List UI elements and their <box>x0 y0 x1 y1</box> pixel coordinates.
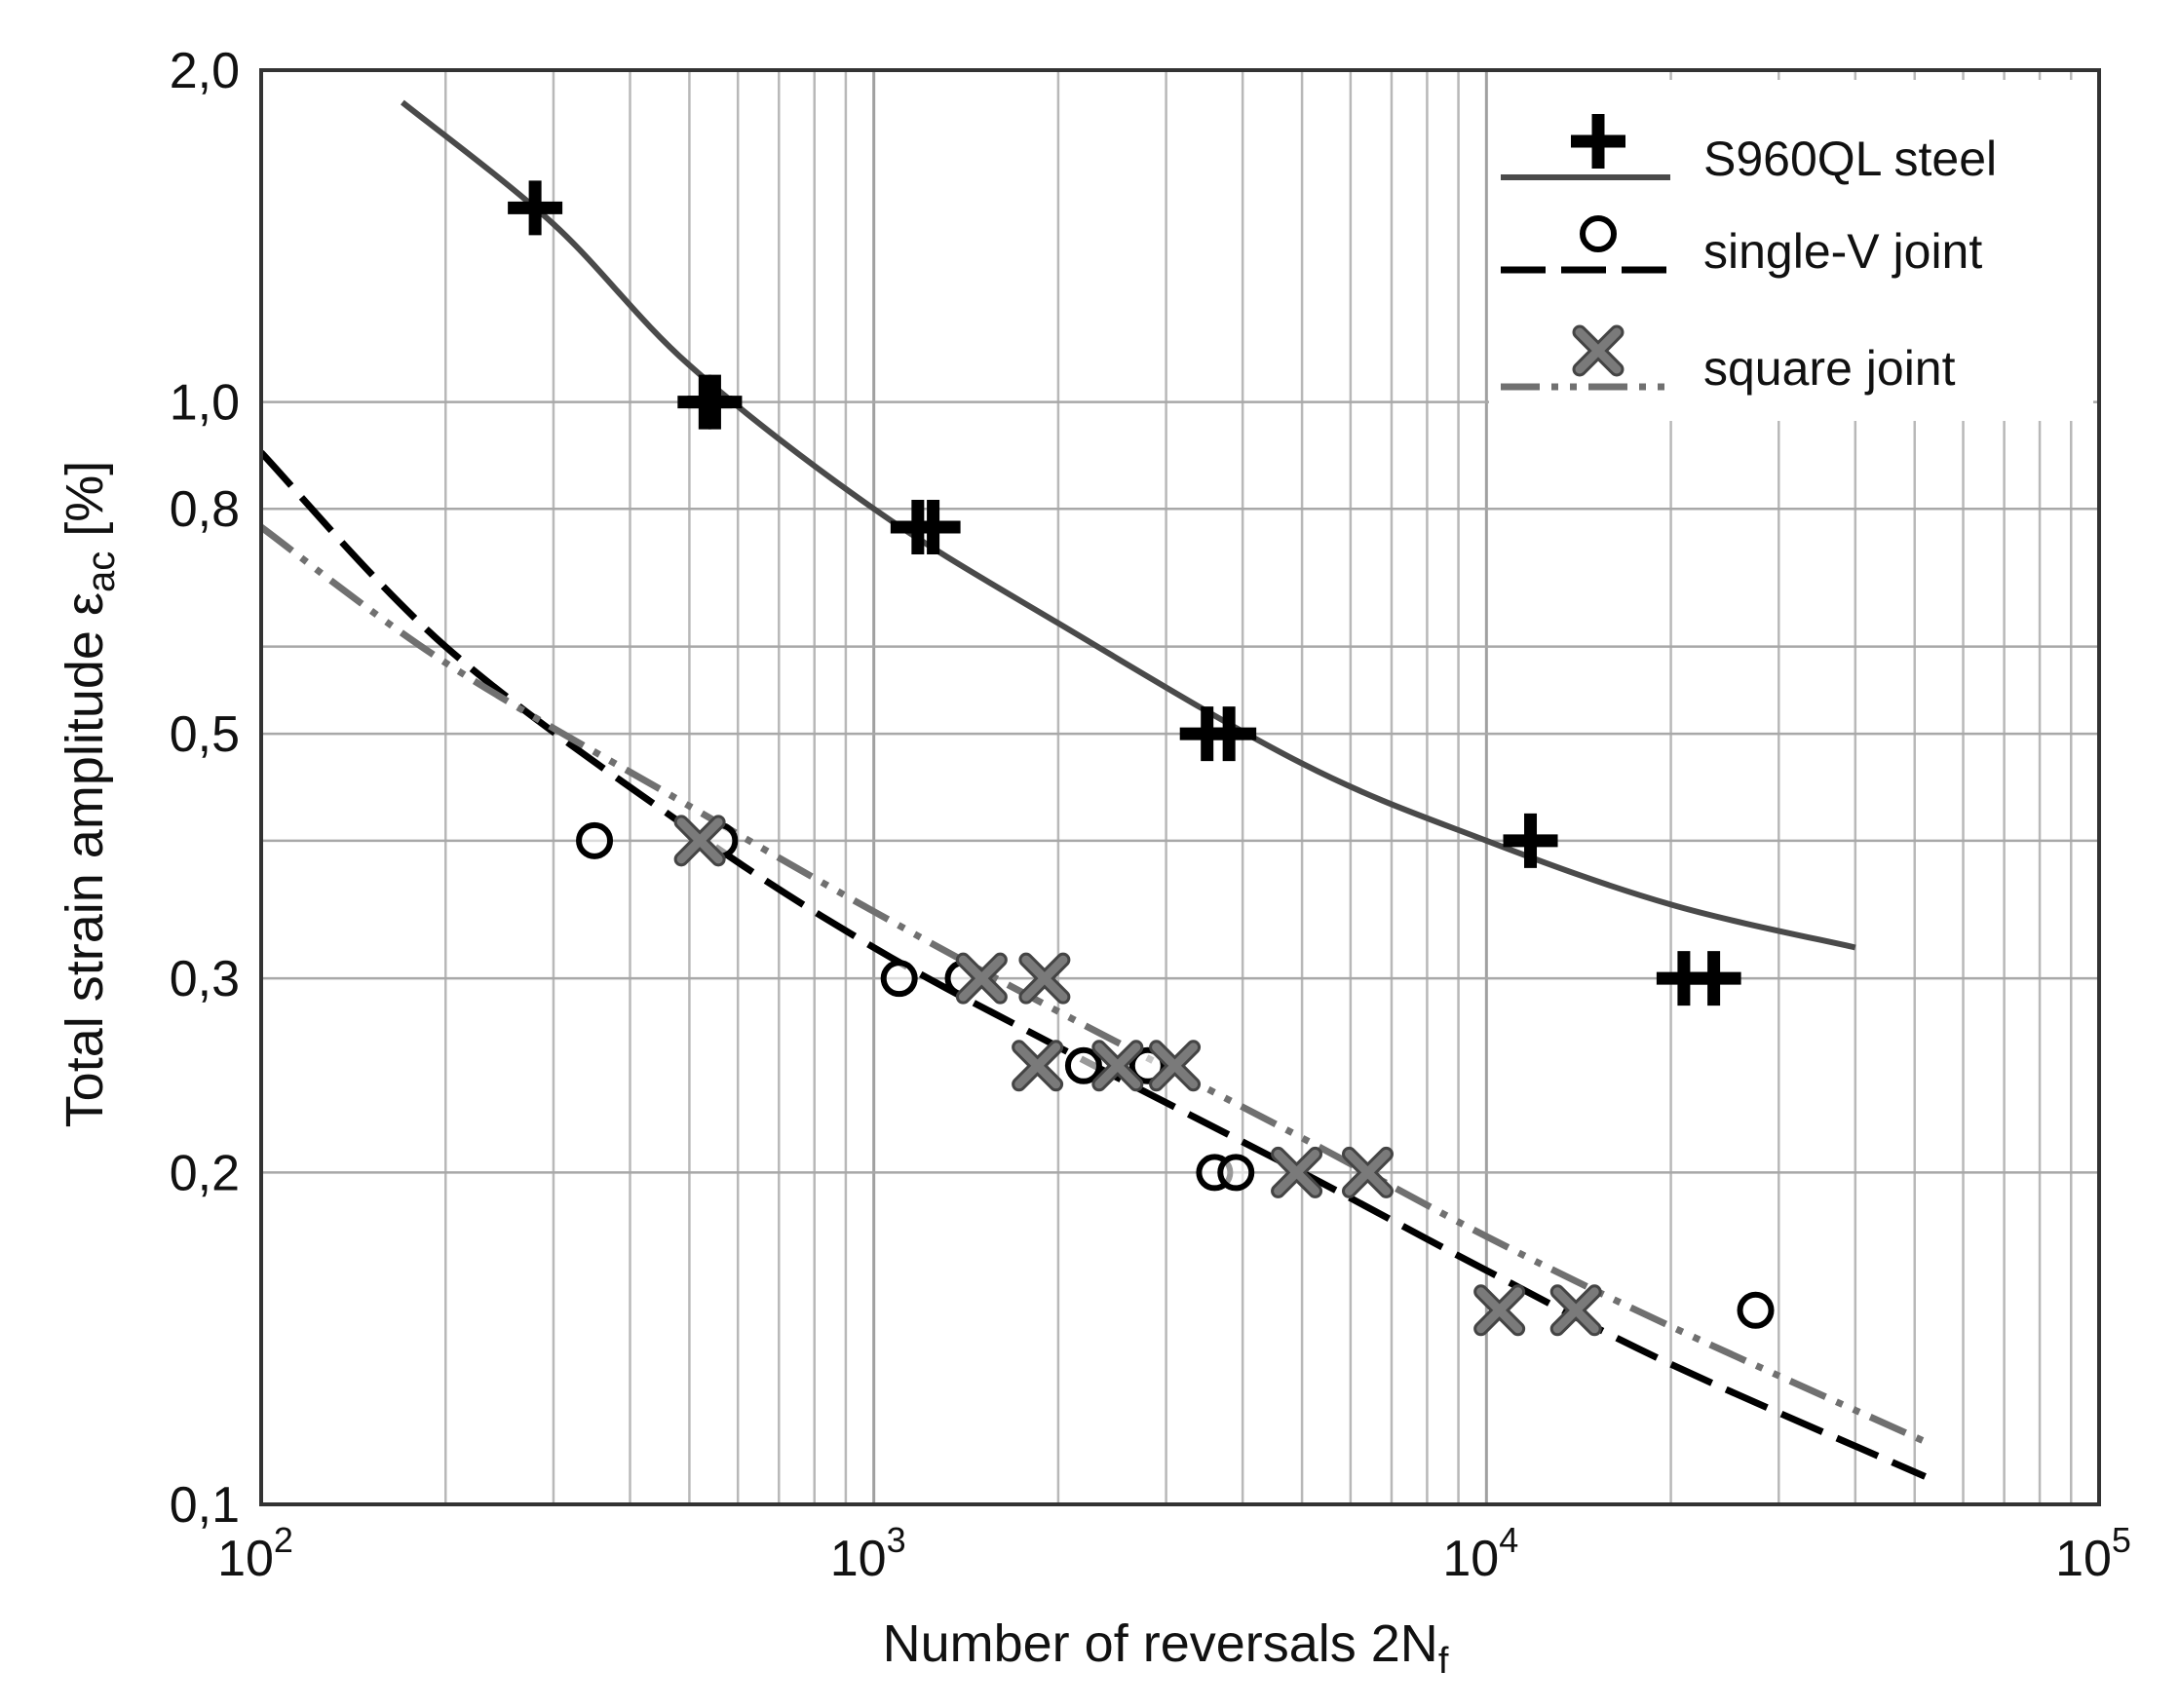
data-point-plus-series-0 <box>1202 706 1257 762</box>
data-point-x-series-2 <box>1552 1287 1599 1334</box>
data-point-circle-series-1 <box>1128 1046 1166 1084</box>
data-point-plus-series-0 <box>1686 951 1741 1006</box>
data-point-circle-series-1 <box>1737 1291 1775 1329</box>
data-point-x-series-2 <box>1094 1043 1141 1089</box>
y-tick-label: 0,8 <box>170 481 240 538</box>
legend: S960QL steel single-V joint square joint <box>1489 80 2093 421</box>
y-axis-label-subscript: ac <box>80 551 123 592</box>
legend-marker-circle <box>1580 215 1617 252</box>
data-point-circle-series-1 <box>1217 1154 1255 1192</box>
x-axis-label-subscript: f <box>1438 1641 1449 1682</box>
fit-curve-series-1 <box>261 449 1927 1480</box>
fit-curve-series-2 <box>261 524 1927 1445</box>
y-tick-label: 0,3 <box>170 951 240 1007</box>
fit-curve-series-0 <box>401 99 1856 951</box>
data-point-x-series-2 <box>1014 1043 1061 1089</box>
x-axis-label-main: Number of reversals 2N <box>883 1614 1438 1673</box>
y-axis-label: Total strain amplitude εac [%] <box>56 461 123 1128</box>
data-point-plus-series-0 <box>1656 951 1711 1006</box>
data-point-x-series-2 <box>958 955 1005 1002</box>
data-point-circle-series-1 <box>576 821 614 859</box>
data-point-plus-series-0 <box>687 374 743 430</box>
data-point-plus-series-0 <box>905 500 961 555</box>
data-point-plus-series-0 <box>508 180 563 236</box>
data-points <box>508 180 1775 1337</box>
x-tick-label: 105 <box>2055 1520 2131 1587</box>
y-axis-label-main: Total strain amplitude ε <box>56 592 114 1127</box>
y-tick-labels: 0,1 0,2 0,3 0,5 0,8 1,0 2,0 <box>170 43 240 1534</box>
legend-label-x: square joint <box>1703 341 1956 396</box>
data-point-circle-series-1 <box>1064 1046 1102 1084</box>
data-point-x-series-2 <box>1274 1149 1320 1196</box>
y-tick-label: 0,1 <box>170 1477 240 1534</box>
plot-frame <box>259 68 2101 1506</box>
y-tick-label: 0,2 <box>170 1145 240 1201</box>
y-tick-label: 2,0 <box>170 43 240 99</box>
x-tick-label: 104 <box>1442 1520 1518 1587</box>
legend-marker-plus <box>1571 114 1625 169</box>
data-point-x-series-2 <box>1152 1043 1199 1089</box>
data-point-x-series-2 <box>1476 1287 1523 1334</box>
y-tick-label: 1,0 <box>170 375 240 432</box>
data-point-circle-series-1 <box>880 960 918 998</box>
data-point-x-series-2 <box>676 817 723 864</box>
x-axis-label: Number of reversals 2Nf <box>883 1614 1449 1682</box>
legend-marker-x <box>1575 327 1622 374</box>
y-axis-label-unit: [%] <box>56 461 114 551</box>
y-tick-label: 0,5 <box>170 706 240 763</box>
x-tick-label: 103 <box>830 1520 906 1587</box>
data-point-x-series-2 <box>1021 955 1068 1002</box>
data-point-x-series-2 <box>1344 1149 1391 1196</box>
legend-label-plus: S960QL steel <box>1703 132 1997 186</box>
legend-label-circle: single-V joint <box>1703 224 1982 279</box>
x-tick-label: 102 <box>217 1520 293 1587</box>
data-point-plus-series-0 <box>1503 813 1558 868</box>
x-tick-labels: 102 103 104 105 <box>217 1520 2131 1587</box>
